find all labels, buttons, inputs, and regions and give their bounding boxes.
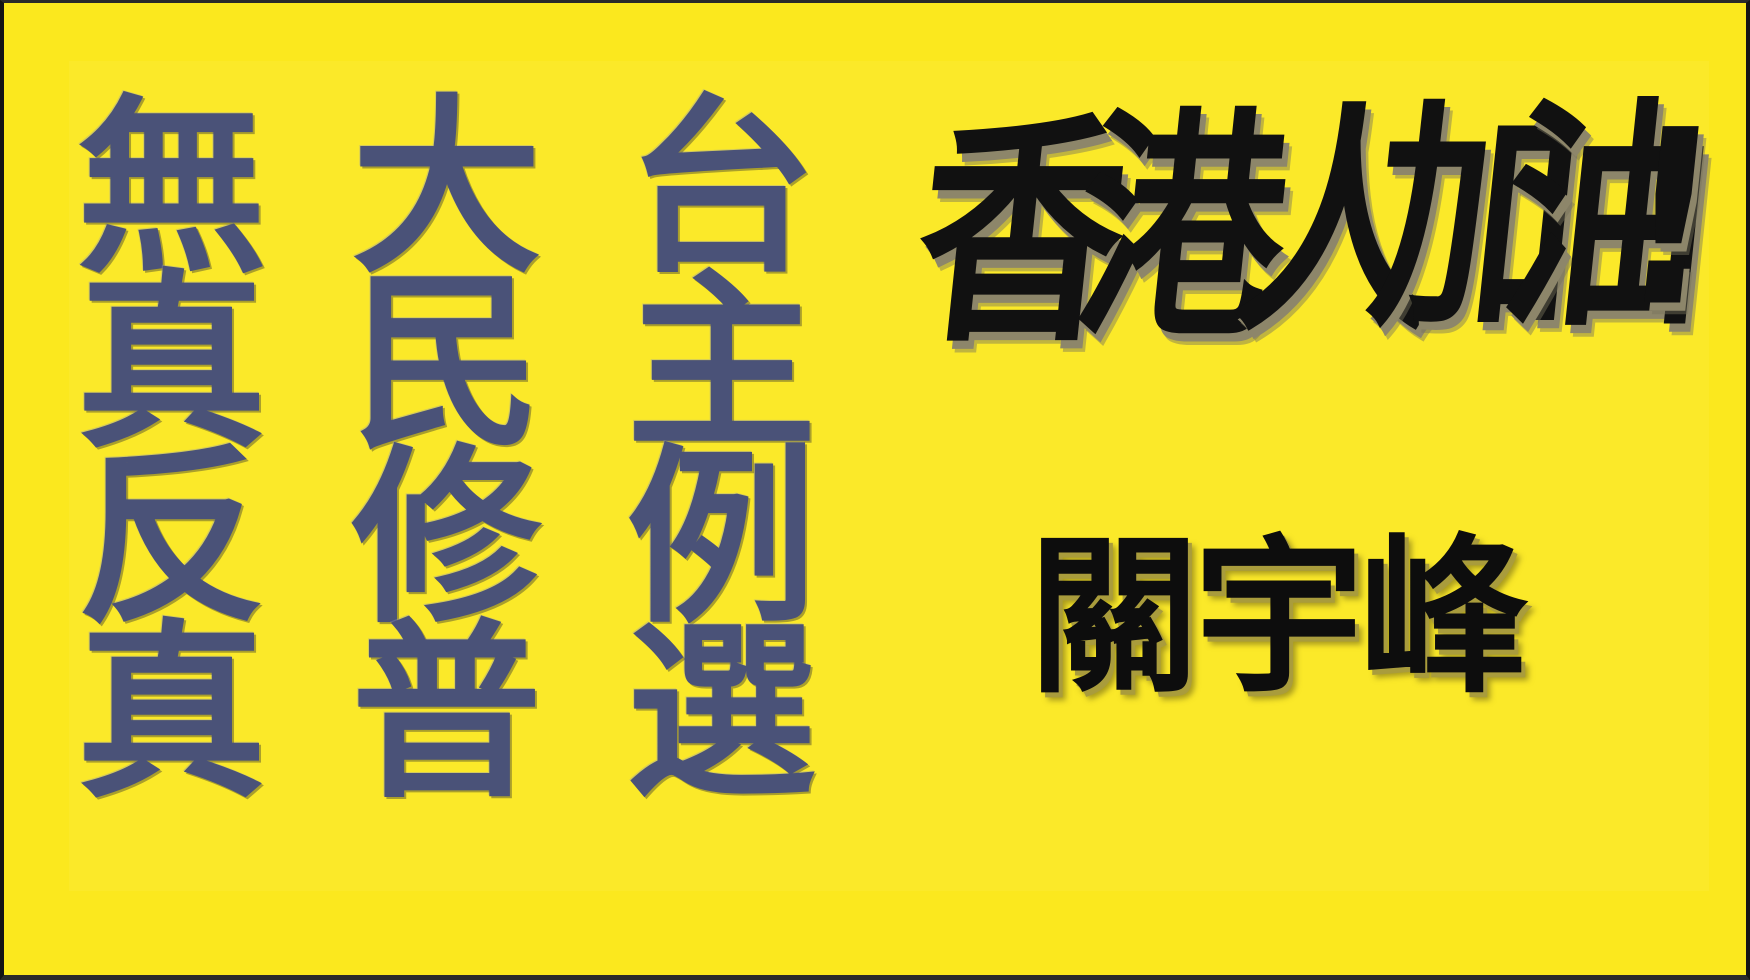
slogan-char: 普	[351, 601, 542, 824]
author-char: 關	[1029, 519, 1200, 717]
slogan-char: 台	[626, 76, 817, 299]
slogan-char: 修	[351, 426, 542, 649]
slogan-char: 無	[76, 76, 267, 299]
slogan-char: 大	[351, 76, 542, 299]
slogan-char: 民	[351, 251, 542, 474]
slogan-char: 真	[76, 251, 267, 474]
slogan-char: 真	[76, 601, 267, 824]
slogan-char: 例	[626, 426, 817, 649]
slogan-char: 選	[626, 601, 817, 824]
author-char: 宇	[1194, 519, 1365, 717]
slogan-char: 主	[626, 251, 817, 474]
slogan-char: 反	[76, 426, 267, 649]
author-char: 峰	[1359, 519, 1530, 717]
